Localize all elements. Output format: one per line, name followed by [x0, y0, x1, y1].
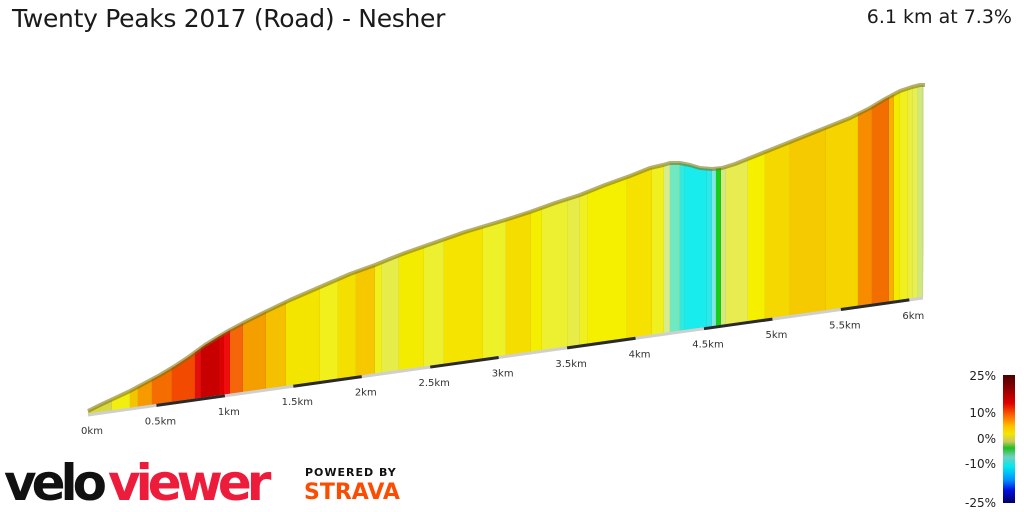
powered-by-label: POWERED BY: [305, 466, 397, 479]
gradient-segment: [894, 85, 901, 414]
x-tick-label: 0km: [81, 426, 103, 437]
gradient-segment: [266, 85, 287, 414]
gradient-segment: [201, 85, 220, 414]
veloviewer-logo[interactable]: velo viewer: [4, 452, 294, 508]
x-tick-label: 6km: [902, 311, 924, 322]
svg-text:viewer: viewer: [108, 454, 272, 508]
x-tick-label: 3km: [492, 368, 514, 379]
gradient-segment: [712, 85, 717, 414]
gradient-segment: [112, 85, 131, 414]
gradient-segment: [375, 85, 383, 414]
x-tick-label: 1.5km: [282, 397, 313, 408]
gradient-scale-label: 0%: [976, 432, 996, 446]
svg-text:velo: velo: [4, 454, 106, 508]
x-tick-label: 2km: [355, 388, 377, 399]
gradient-segment: [243, 85, 267, 414]
gradient-segment: [889, 85, 895, 414]
gradient-segment: [338, 85, 357, 414]
gradient-segment: [483, 85, 507, 414]
x-tick-label: 0.5km: [145, 416, 176, 427]
gradient-segment: [685, 85, 708, 414]
gradient-segment: [900, 85, 909, 414]
x-tick-label: 4.5km: [692, 340, 723, 351]
gradient-segment: [748, 85, 766, 414]
gradient-segment: [680, 85, 686, 414]
gradient-segment: [664, 85, 671, 414]
profile-top-edge: [87, 83, 925, 413]
gradient-segment: [790, 85, 827, 414]
page-title: Twenty Peaks 2017 (Road) - Nesher: [12, 4, 446, 33]
gradient-segment: [913, 85, 919, 414]
gradient-scale-label: 10%: [969, 406, 996, 420]
gradient-segment: [588, 85, 628, 414]
distance-axis: 0km 0.5km 1km 1.5km 2km 2.5km 3km 3.5km 4km 4.5km…: [81, 296, 924, 437]
gradient-segment: [172, 85, 196, 414]
gradient-segment: [872, 85, 890, 414]
gradient-scale-label: -10%: [964, 457, 996, 471]
x-tick-label: 3.5km: [555, 359, 586, 370]
gradient-segment: [88, 85, 113, 414]
gradient-scale-label: -25%: [964, 496, 996, 510]
gradient-segment: [130, 85, 139, 414]
gradient-segment: [716, 85, 722, 414]
gradient-segment: [670, 85, 681, 414]
gradient-segment: [918, 85, 924, 414]
gradient-segment: [627, 85, 653, 414]
x-tick-label: 2.5km: [418, 378, 449, 389]
gradient-segment: [726, 85, 749, 414]
x-tick-label: 5.5km: [829, 321, 860, 332]
gradient-segments: [88, 85, 924, 414]
gradient-segment: [858, 85, 873, 414]
gradient-segment: [542, 85, 569, 414]
gradient-segment: [531, 85, 543, 414]
gradient-segment: [580, 85, 589, 414]
gradient-segment: [652, 85, 665, 414]
gradient-segment: [908, 85, 914, 414]
climb-summary: 6.1 km at 7.3%: [866, 6, 1012, 28]
gradient-segment: [382, 85, 400, 414]
gradient-color-scale: [1003, 375, 1015, 503]
gradient-segment: [506, 85, 532, 414]
gradient-segment: [721, 85, 727, 414]
gradient-segment: [707, 85, 713, 414]
x-tick-label: 1km: [218, 407, 240, 418]
x-tick-label: 5km: [765, 330, 787, 341]
x-tick-label: 4km: [629, 349, 651, 360]
gradient-segment: [356, 85, 376, 414]
gradient-segment: [568, 85, 581, 414]
strava-logo[interactable]: STRAVA: [304, 480, 400, 505]
gradient-segment: [152, 85, 173, 414]
gradient-segment: [230, 85, 244, 414]
gradient-segment: [765, 85, 791, 414]
gradient-scale-label: 25%: [969, 369, 996, 383]
